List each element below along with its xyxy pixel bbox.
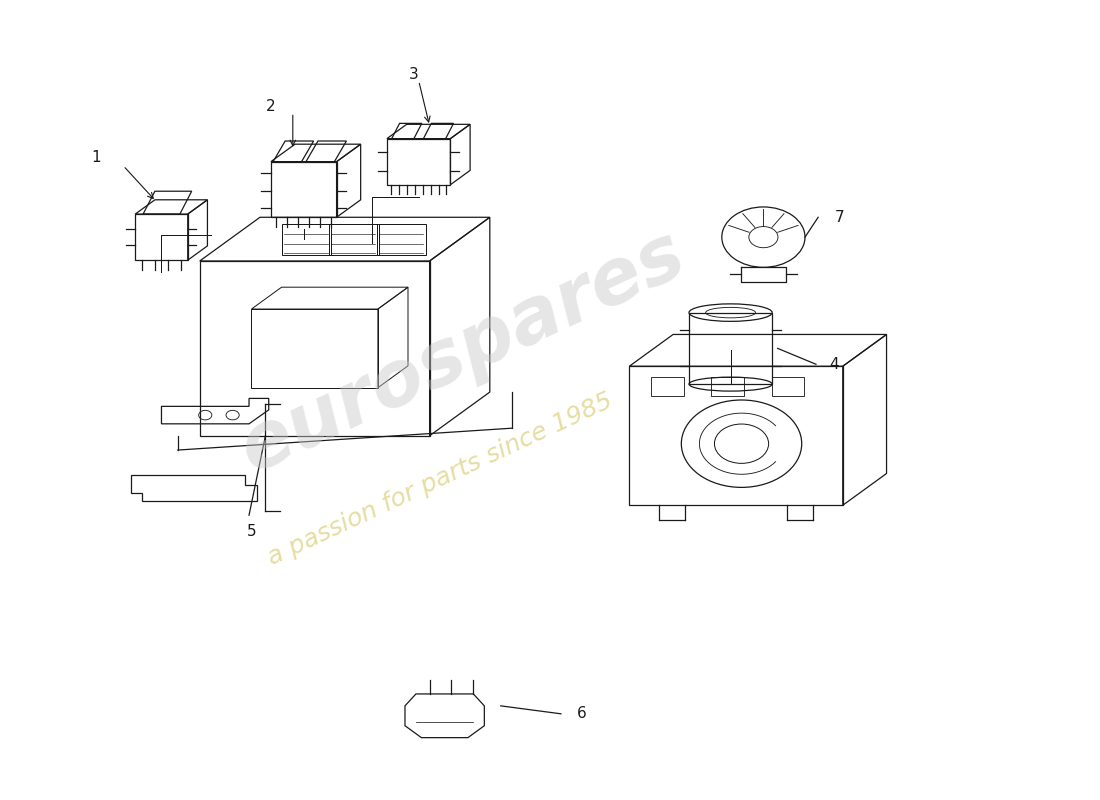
- Text: 4: 4: [829, 357, 838, 372]
- Text: eurospares: eurospares: [228, 217, 696, 488]
- Text: 1: 1: [91, 150, 100, 165]
- Text: a passion for parts since 1985: a passion for parts since 1985: [264, 389, 617, 570]
- Text: 6: 6: [578, 706, 587, 722]
- Text: 3: 3: [408, 66, 418, 82]
- Text: 5: 5: [246, 523, 256, 538]
- Text: 7: 7: [835, 210, 844, 225]
- Text: 2: 2: [266, 98, 276, 114]
